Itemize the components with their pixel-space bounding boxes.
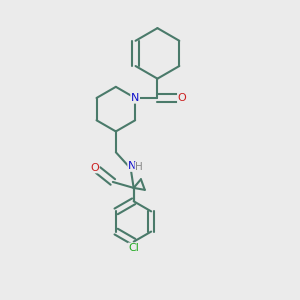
- Text: O: O: [90, 163, 99, 173]
- Text: O: O: [178, 93, 187, 103]
- Text: Cl: Cl: [128, 243, 139, 253]
- Text: N: N: [131, 93, 139, 103]
- Text: H: H: [135, 162, 143, 172]
- Text: N: N: [128, 161, 136, 171]
